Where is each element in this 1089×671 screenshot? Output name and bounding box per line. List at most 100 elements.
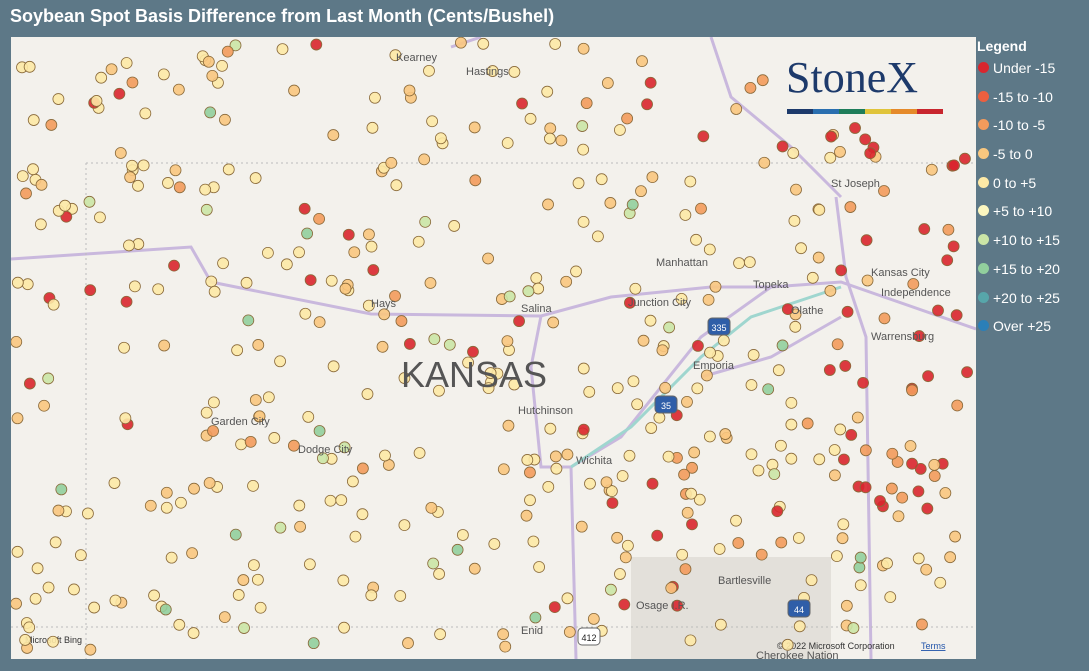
location-dot [468, 562, 481, 575]
location-dot [52, 93, 65, 105]
location-dot [217, 257, 229, 270]
location-dot [806, 271, 819, 284]
location-dot [148, 589, 160, 602]
legend-label: +5 to +10 [993, 203, 1053, 220]
location-dot [157, 68, 170, 81]
location-dot [221, 45, 234, 58]
place-label: Salina [521, 303, 552, 315]
location-dot [276, 43, 289, 56]
location-dot [577, 362, 590, 375]
place-label: St Joseph [831, 178, 880, 190]
location-dot [468, 121, 481, 134]
legend-item: +5 to +10 [977, 203, 1060, 232]
legend-item: -5 to 0 [977, 146, 1060, 175]
location-dot [697, 130, 710, 143]
location-dot [624, 296, 636, 309]
location-dot [622, 539, 634, 552]
legend-item: +20 to +25 [977, 290, 1060, 319]
location-dot [881, 557, 893, 570]
location-dot [743, 256, 756, 269]
location-dot [303, 558, 316, 571]
location-dot [74, 549, 87, 562]
location-dot [592, 230, 604, 243]
location-dot [252, 339, 265, 351]
location-dot [629, 282, 642, 295]
place-label: Bartlesville [718, 575, 771, 587]
location-dot [488, 538, 501, 550]
location-dot [124, 171, 137, 184]
location-dot [675, 292, 688, 305]
location-dot [389, 49, 402, 62]
location-dot [310, 38, 323, 51]
location-dot [813, 453, 826, 466]
location-dot [428, 333, 441, 346]
location-dot [293, 499, 306, 512]
location-dot [575, 520, 588, 533]
location-dot [248, 559, 260, 572]
location-dot [497, 463, 510, 476]
location-dot [95, 71, 108, 84]
location-dot [216, 59, 228, 72]
location-dot [268, 432, 281, 444]
legend-item: -15 to -10 [977, 89, 1060, 118]
location-dot [152, 283, 165, 296]
location-dot [55, 483, 68, 496]
location-dot [313, 425, 326, 437]
location-dot [805, 574, 818, 587]
location-dot [576, 120, 589, 132]
title: Soybean Spot Basis Difference from Last … [10, 6, 555, 26]
location-dot [204, 106, 217, 119]
location-dot [205, 275, 218, 288]
location-dot [219, 113, 231, 126]
legend-swatch [978, 291, 989, 303]
location-dot [113, 87, 126, 100]
location-dot [837, 518, 850, 531]
location-dot [544, 122, 557, 135]
location-dot [623, 449, 636, 462]
location-dot [714, 618, 727, 631]
location-dot [801, 417, 814, 430]
location-dot [768, 468, 781, 481]
place-label: Dodge City [298, 444, 353, 456]
location-dot [188, 482, 200, 495]
location-dot [419, 215, 432, 228]
highway-shield [787, 599, 811, 618]
legend-swatch [978, 62, 989, 73]
location-dot [19, 634, 32, 646]
location-dot [497, 628, 510, 641]
location-dot [158, 339, 171, 352]
location-dot [11, 276, 24, 289]
terms-link[interactable]: Terms [921, 641, 946, 651]
location-dot [349, 530, 362, 543]
legend-swatch [978, 234, 989, 246]
location-dot [547, 316, 560, 329]
location-dot [776, 140, 789, 153]
location-dot [238, 622, 250, 634]
location-dot [859, 481, 872, 494]
location-dot [920, 563, 933, 576]
location-dot [662, 450, 675, 463]
location-dot [611, 382, 624, 395]
location-dot [676, 548, 689, 561]
location-dot [785, 452, 798, 465]
highway-shield [707, 317, 731, 336]
location-dot [949, 530, 961, 543]
location-dot [11, 597, 22, 610]
location-dot [641, 98, 653, 111]
location-dot [361, 388, 374, 400]
location-dot [379, 449, 391, 462]
attribution-copyright: © 2022 Microsoft Corporation [777, 641, 895, 651]
location-dot [434, 628, 447, 641]
location-dot [831, 338, 844, 351]
location-dot [132, 179, 144, 192]
location-dot [293, 246, 305, 259]
location-dot [932, 304, 944, 317]
location-dot [427, 557, 440, 570]
location-dot [950, 309, 963, 322]
logo-bar [787, 109, 813, 114]
location-dot [327, 360, 340, 373]
location-dot [921, 502, 934, 515]
location-dot [249, 394, 262, 406]
location-dot [709, 280, 722, 293]
logo-bar [917, 109, 943, 114]
